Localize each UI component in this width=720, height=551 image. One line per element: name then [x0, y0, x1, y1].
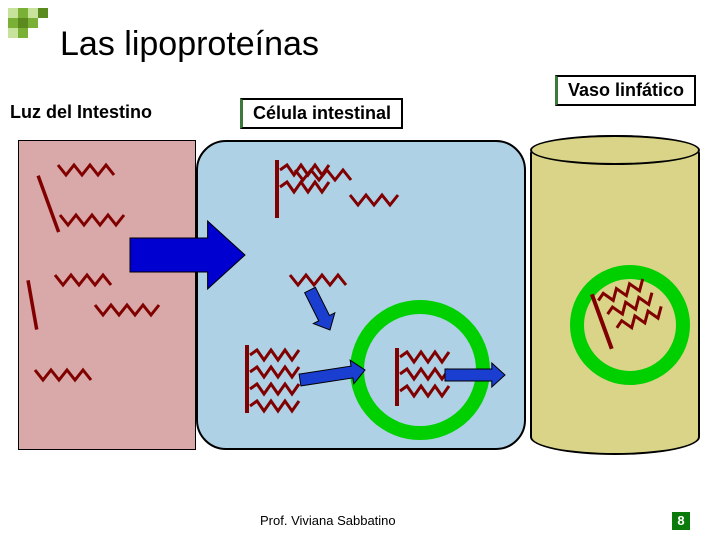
fatty-acid-zigzag: [290, 275, 360, 289]
page-title: Las lipoproteínas: [60, 25, 319, 64]
glycerol-backbone: [245, 345, 249, 413]
logo-square: [28, 18, 38, 28]
logo-square: [18, 18, 28, 28]
label-cell: Célula intestinal: [240, 98, 403, 129]
fatty-acid-zigzag: [250, 350, 310, 364]
fatty-acid-zigzag: [55, 275, 125, 289]
logo-square: [8, 8, 18, 18]
footer-page: 8: [672, 512, 690, 530]
glycerol-backbone: [395, 348, 399, 406]
logo-square: [8, 18, 18, 28]
logo-square: [18, 8, 28, 18]
fatty-acid-zigzag: [58, 165, 128, 179]
vessel-top-ellipse: [530, 135, 700, 165]
fatty-acid-zigzag: [35, 370, 105, 384]
fatty-acid-zigzag: [280, 182, 340, 196]
fatty-acid-zigzag: [350, 195, 420, 209]
glycerol-backbone: [275, 160, 279, 218]
logo-square: [18, 28, 28, 38]
footer-prof: Prof. Viviana Sabbatino: [260, 513, 396, 528]
fatty-acid-zigzag: [400, 352, 460, 366]
fatty-acid-zigzag: [60, 215, 130, 229]
fatty-acid-zigzag: [250, 401, 310, 415]
logo-square: [8, 28, 18, 38]
logo-square: [28, 8, 38, 18]
label-vessel: Vaso linfático: [555, 75, 696, 106]
logo-square: [38, 8, 48, 18]
label-lumen: Luz del Intestino: [10, 102, 152, 123]
transport-arrow: [445, 375, 505, 399]
fatty-acid-zigzag: [280, 165, 340, 179]
transport-arrow-main: [130, 255, 245, 323]
